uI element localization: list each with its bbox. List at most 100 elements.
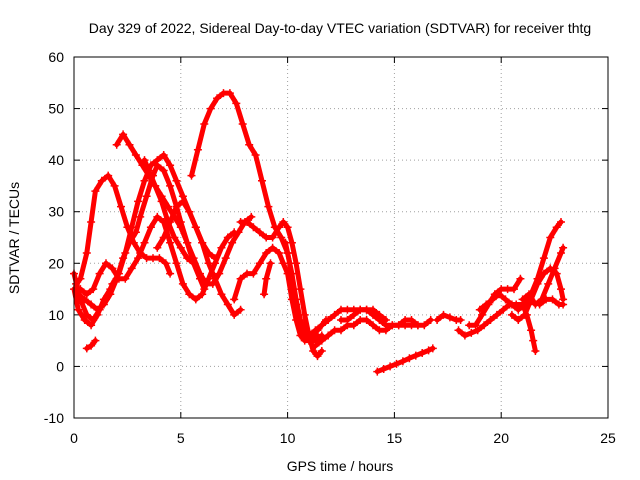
data-point-marker bbox=[418, 349, 427, 357]
series-group bbox=[70, 89, 568, 376]
data-point-marker bbox=[217, 243, 226, 252]
data-point-marker bbox=[82, 249, 91, 257]
data-point-marker bbox=[283, 249, 292, 257]
data-point-marker bbox=[91, 336, 100, 345]
data-point-marker bbox=[309, 347, 318, 355]
data-point-marker bbox=[217, 290, 226, 299]
data-point-marker bbox=[475, 305, 484, 314]
data-point-marker bbox=[486, 316, 495, 324]
data-point-marker bbox=[234, 228, 243, 237]
y-axis-ticks: -10 0 10 20 30 40 50 60 bbox=[44, 49, 608, 426]
data-point-marker bbox=[501, 295, 510, 304]
series-line bbox=[509, 265, 566, 323]
data-point-marker bbox=[166, 218, 175, 226]
data-point-marker bbox=[283, 223, 292, 232]
data-point-marker bbox=[146, 223, 155, 232]
data-point-marker bbox=[191, 295, 200, 304]
data-point-marker bbox=[539, 269, 548, 278]
data-point-marker bbox=[204, 259, 213, 268]
x-tick-label: 5 bbox=[177, 430, 185, 446]
data-point-marker bbox=[144, 166, 153, 175]
series-line bbox=[142, 157, 254, 287]
series-track-14 bbox=[281, 238, 326, 345]
data-point-marker bbox=[287, 285, 296, 294]
data-point-marker bbox=[529, 336, 538, 345]
data-point-marker bbox=[394, 321, 403, 330]
data-point-marker bbox=[514, 305, 523, 314]
data-point-marker bbox=[480, 321, 489, 330]
data-point-marker bbox=[74, 305, 83, 314]
data-point-marker bbox=[262, 274, 271, 283]
data-point-marker bbox=[215, 269, 224, 278]
data-point-marker bbox=[119, 254, 128, 263]
data-point-marker bbox=[176, 243, 185, 252]
data-point-marker bbox=[159, 233, 168, 242]
data-point-marker bbox=[198, 290, 207, 299]
data-point-marker bbox=[510, 285, 518, 294]
data-point-marker bbox=[134, 197, 143, 206]
data-point-marker bbox=[516, 274, 525, 283]
data-point-marker bbox=[172, 176, 181, 185]
data-point-marker bbox=[172, 259, 181, 268]
data-point-marker bbox=[349, 310, 358, 319]
data-point-marker bbox=[142, 192, 151, 201]
data-point-marker bbox=[170, 233, 179, 242]
data-point-marker bbox=[527, 326, 536, 335]
data-point-marker bbox=[392, 359, 401, 368]
data-point-marker bbox=[87, 300, 96, 309]
data-point-marker bbox=[499, 305, 508, 314]
data-point-marker bbox=[535, 300, 544, 309]
data-point-marker bbox=[300, 310, 309, 319]
data-point-marker bbox=[166, 269, 175, 278]
data-point-marker bbox=[275, 249, 284, 257]
data-point-marker bbox=[514, 316, 523, 324]
data-point-marker bbox=[507, 300, 516, 309]
data-point-marker bbox=[193, 145, 202, 154]
series-line bbox=[477, 219, 564, 313]
data-point-marker bbox=[262, 249, 271, 257]
data-point-marker bbox=[467, 328, 476, 337]
data-point-marker bbox=[74, 290, 83, 299]
data-point-marker bbox=[166, 238, 175, 247]
data-point-marker bbox=[187, 171, 196, 180]
data-point-marker bbox=[125, 238, 134, 247]
data-point-marker bbox=[87, 341, 96, 350]
data-point-marker bbox=[159, 166, 168, 175]
data-point-marker bbox=[296, 285, 305, 294]
data-point-marker bbox=[99, 300, 108, 309]
data-point-marker bbox=[525, 290, 533, 299]
data-point-marker bbox=[548, 295, 557, 304]
data-point-marker bbox=[533, 279, 542, 288]
data-point-marker bbox=[82, 290, 91, 299]
data-point-marker bbox=[110, 181, 119, 190]
data-point-marker bbox=[172, 202, 181, 211]
data-point-marker bbox=[520, 310, 529, 319]
data-point-marker bbox=[223, 233, 232, 242]
data-point-marker bbox=[330, 310, 339, 319]
series-line bbox=[520, 245, 566, 307]
data-point-marker bbox=[285, 259, 294, 268]
data-point-marker bbox=[379, 365, 388, 373]
data-point-marker bbox=[200, 120, 209, 128]
data-point-marker bbox=[189, 254, 198, 263]
data-point-marker bbox=[445, 313, 454, 322]
data-point-marker bbox=[91, 187, 100, 196]
data-point-marker bbox=[482, 300, 491, 309]
data-point-marker bbox=[230, 310, 239, 319]
data-point-marker bbox=[131, 228, 140, 237]
data-point-marker bbox=[112, 274, 121, 283]
data-point-marker bbox=[185, 207, 194, 216]
series-line bbox=[374, 345, 436, 375]
data-point-marker bbox=[164, 202, 172, 211]
grid-lines bbox=[74, 57, 608, 418]
y-tick-label: 40 bbox=[48, 152, 64, 168]
data-point-marker bbox=[131, 151, 140, 159]
data-point-marker bbox=[225, 89, 234, 98]
series-track-16 bbox=[311, 316, 422, 350]
y-tick-label: 60 bbox=[48, 49, 64, 65]
data-point-marker bbox=[121, 274, 130, 283]
data-point-marker bbox=[80, 316, 89, 324]
series-track-19 bbox=[433, 310, 465, 324]
y-tick-label: -10 bbox=[44, 410, 64, 426]
data-point-marker bbox=[559, 243, 568, 252]
